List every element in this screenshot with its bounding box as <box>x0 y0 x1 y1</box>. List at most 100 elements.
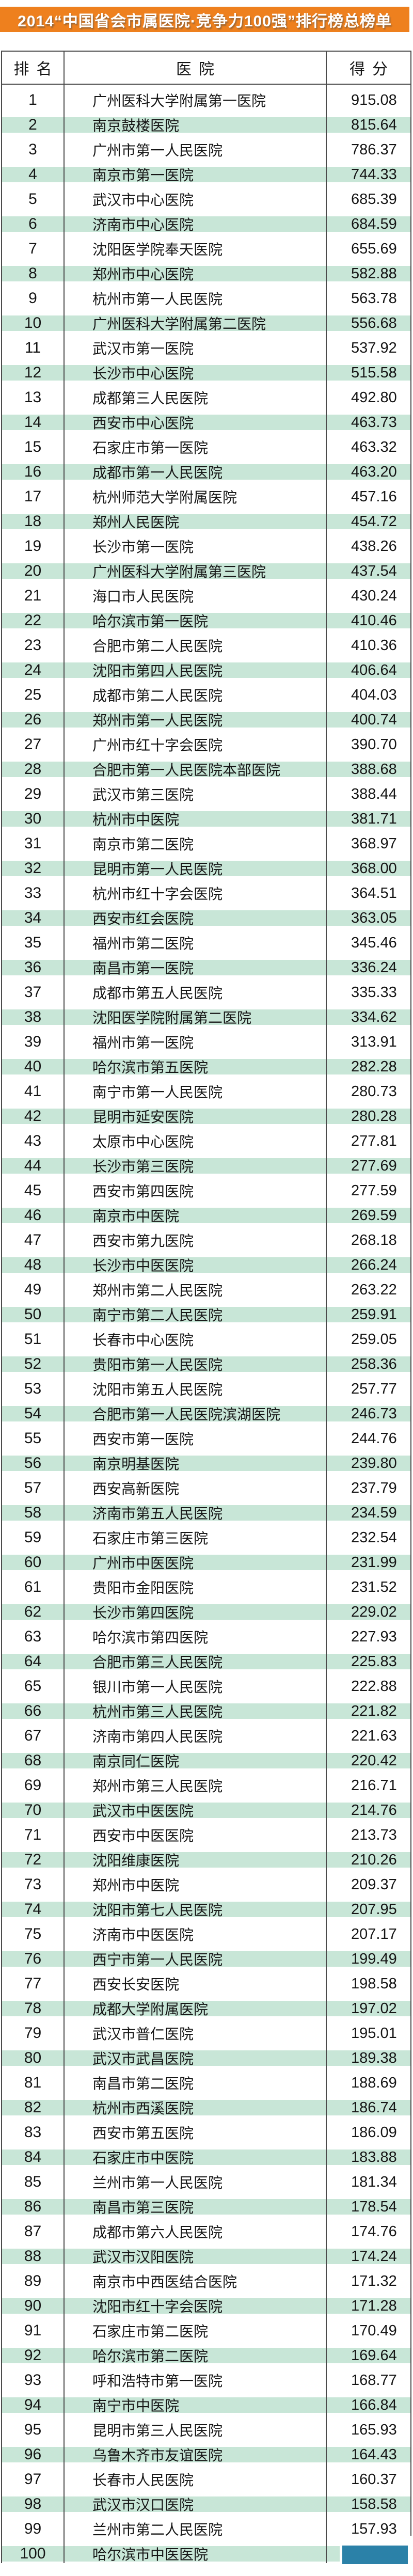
rank-cell: 48 <box>2 1250 65 1274</box>
score-cell: 207.17 <box>351 1925 397 1942</box>
hospital-cell: 合肥市第一人民医院本部医院 <box>65 754 327 779</box>
rank-cell: 97 <box>2 2464 65 2489</box>
hospital-cell: 贵阳市金阳医院 <box>65 1572 327 1597</box>
score-cell: 582.88 <box>351 265 397 282</box>
hospital-cell: 太原市中心医院 <box>65 1126 327 1150</box>
hospital-cell: 广州医科大学附属第二医院 <box>65 308 327 333</box>
table-row: 44 长沙市第三医院 277.69 <box>2 1150 410 1175</box>
table-row: 13 成都第三人民医院 492.80 <box>2 382 410 407</box>
table-row: 98 武汉市汉口医院 158.58 <box>2 2489 410 2514</box>
table-row: 95 昆明市第三人民医院 165.93 <box>2 2414 410 2439</box>
hospital-cell: 成都大学附属医院 <box>65 1993 327 2018</box>
score-cell: 232.54 <box>351 1529 397 1546</box>
score-cell: 388.68 <box>351 761 397 778</box>
score-cell: 229.02 <box>351 1603 397 1620</box>
hospital-cell: 长沙市中心医院 <box>65 357 327 382</box>
score-cell: 655.69 <box>351 240 397 257</box>
table-row: 17 杭州师范大学附属医院 457.16 <box>2 481 410 506</box>
table-row: 18 郑州人民医院 454.72 <box>2 506 410 531</box>
rank-cell: 16 <box>2 456 65 481</box>
hospital-cell: 成都市第五人民医院 <box>65 977 327 1002</box>
hospital-cell: 贵阳市第一人民医院 <box>65 1349 327 1373</box>
table-row: 90 沈阳市红十字会医院 171.28 <box>2 2290 410 2315</box>
hospital-cell: 南昌市第三医院 <box>65 2191 327 2216</box>
score-cell: 178.54 <box>351 2198 397 2215</box>
hospital-cell: 哈尔滨市第一医院 <box>65 605 327 630</box>
score-cell: 174.76 <box>351 2223 397 2240</box>
rank-cell: 96 <box>2 2439 65 2464</box>
table-row: 45 西安市第四医院 277.59 <box>2 1175 410 1200</box>
score-cell: 259.05 <box>351 1331 397 1348</box>
rank-cell: 37 <box>2 977 65 1002</box>
hospital-cell: 南京明基医院 <box>65 1448 327 1473</box>
score-cell: 225.83 <box>351 1653 397 1670</box>
score-cell: 160.37 <box>351 2471 397 2488</box>
score-cell: 168.77 <box>351 2372 397 2389</box>
score-cell: 169.64 <box>351 2347 397 2364</box>
table-row: 78 成都大学附属医院 197.02 <box>2 1993 410 2018</box>
table-row: 55 西安市第一医院 244.76 <box>2 1423 410 1448</box>
table-row: 65 银川市第一人民医院 222.88 <box>2 1671 410 1696</box>
hospital-cell: 昆明市第三人民医院 <box>65 2414 327 2439</box>
rank-cell: 53 <box>2 1373 65 1398</box>
table-row: 14 西安市中心医院 463.73 <box>2 407 410 432</box>
score-cell: 222.88 <box>351 1678 397 1695</box>
rank-cell: 21 <box>2 580 65 605</box>
hospital-cell: 广州医科大学附属第一医院 <box>65 85 327 109</box>
rank-cell: 3 <box>2 134 65 159</box>
rank-cell: 86 <box>2 2191 65 2216</box>
table-row: 88 武汉市汉阳医院 174.24 <box>2 2241 410 2266</box>
table-row: 86 南昌市第三医院 178.54 <box>2 2191 410 2216</box>
hospital-cell: 西宁市第一人民医院 <box>65 1943 327 1968</box>
table-row: 74 沈阳市第七人民医院 207.95 <box>2 1894 410 1919</box>
table-row: 42 昆明市延安医院 280.28 <box>2 1101 410 1126</box>
rank-cell: 85 <box>2 2167 65 2191</box>
hospital-cell: 郑州市第一人民医院 <box>65 704 327 729</box>
score-cell: 280.28 <box>351 1108 397 1125</box>
hospital-cell: 西安市第一医院 <box>65 1423 327 1448</box>
table-row: 10 广州医科大学附属第二医院 556.68 <box>2 308 410 333</box>
score-cell: 231.99 <box>351 1554 397 1571</box>
score-cell: 221.82 <box>351 1702 397 1719</box>
table-row: 68 南京同仁医院 220.42 <box>2 1745 410 1770</box>
rank-cell: 81 <box>2 2067 65 2092</box>
table-row: 4 南京市第一医院 744.33 <box>2 159 410 184</box>
hospital-cell: 南宁市第一人民医院 <box>65 1076 327 1101</box>
rank-cell: 40 <box>2 1051 65 1076</box>
score-cell: 364.51 <box>351 884 397 902</box>
table-row: 36 南昌市第一医院 336.24 <box>2 952 410 977</box>
table-row: 34 西安市红会医院 363.05 <box>2 903 410 927</box>
header-rank: 排名 <box>2 52 65 84</box>
rank-cell: 46 <box>2 1200 65 1225</box>
score-cell: 171.28 <box>351 2297 397 2314</box>
rank-cell: 22 <box>2 605 65 630</box>
score-cell: 463.20 <box>351 463 397 480</box>
hospital-cell: 长沙市第一医院 <box>65 531 327 556</box>
hospital-cell: 杭州市第一人民医院 <box>65 283 327 308</box>
score-cell: 266.24 <box>351 1256 397 1273</box>
table-row: 96 乌鲁木齐市友谊医院 164.43 <box>2 2439 410 2464</box>
hospital-cell: 西安市第九医院 <box>65 1225 327 1250</box>
table-row: 64 合肥市第三人民医院 225.83 <box>2 1646 410 1671</box>
rank-cell: 100 <box>2 2538 65 2563</box>
hospital-cell: 西安市中医医院 <box>65 1820 327 1844</box>
score-cell: 368.97 <box>351 835 397 852</box>
rank-cell: 78 <box>2 1993 65 2018</box>
rank-cell: 72 <box>2 1844 65 1869</box>
score-cell: 209.37 <box>351 1876 397 1893</box>
score-cell: 381.71 <box>351 810 397 827</box>
hospital-cell: 南京市第一医院 <box>65 159 327 184</box>
score-cell: 170.49 <box>351 2322 397 2339</box>
hospital-cell: 南宁市第二人民医院 <box>65 1299 327 1324</box>
score-cell: 246.73 <box>351 1405 397 1422</box>
score-cell: 277.59 <box>351 1182 397 1199</box>
score-cell: 197.02 <box>351 2000 397 2017</box>
score-cell: 268.18 <box>351 1231 397 1249</box>
table-row: 37 成都市第五人民医院 335.33 <box>2 977 410 1002</box>
score-cell: 158.58 <box>351 2495 397 2512</box>
hospital-cell: 银川市第一人民医院 <box>65 1671 327 1696</box>
rank-cell: 64 <box>2 1646 65 1671</box>
hospital-cell: 南昌市第二医院 <box>65 2067 327 2092</box>
score-cell: 454.72 <box>351 513 397 530</box>
rank-cell: 73 <box>2 1869 65 1894</box>
